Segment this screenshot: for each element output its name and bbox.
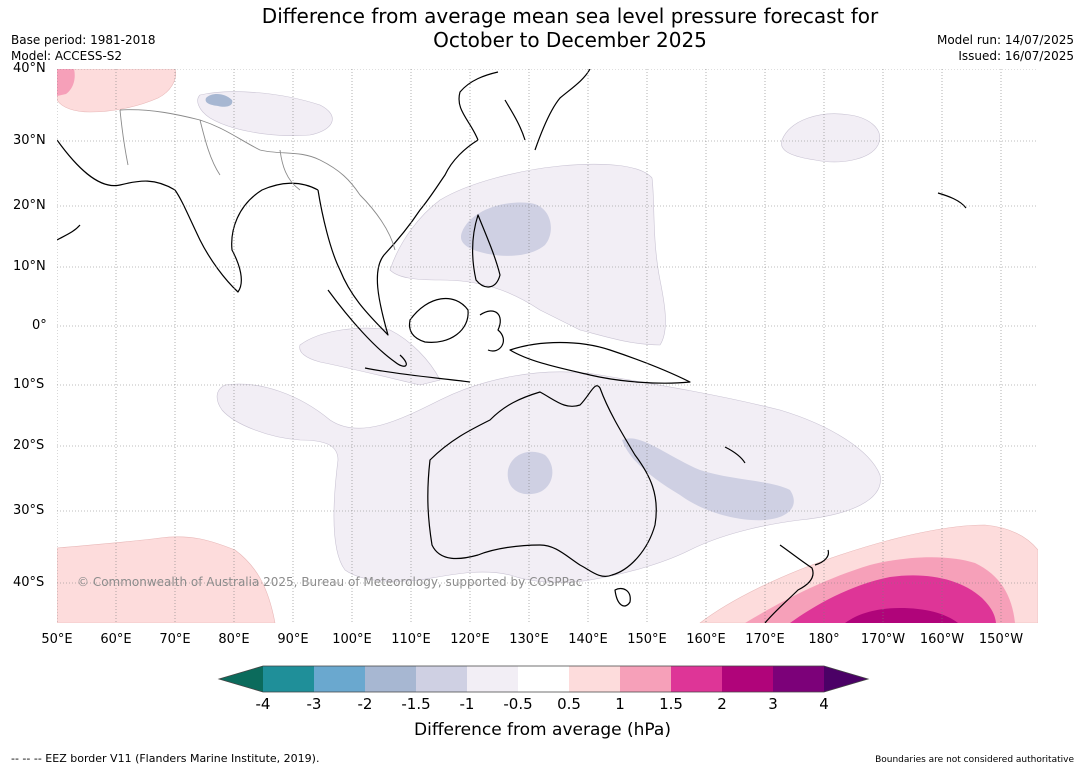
- colorbar-tick: 4: [819, 695, 829, 713]
- colorbar-segment: [773, 666, 824, 692]
- colorbar-tick: 3: [768, 695, 778, 713]
- anomaly-region-north-east-pacific: [781, 113, 880, 163]
- copyright-notice: © Commonwealth of Australia 2025, Bureau…: [77, 575, 583, 589]
- lon-label-140e: 140°E: [568, 632, 608, 647]
- colorbar-segment: [263, 666, 314, 692]
- anomaly-high-mediterranean-core: [57, 69, 75, 96]
- colorbar-tick: -3: [306, 695, 322, 713]
- coastline-africa: [57, 224, 81, 241]
- coastline-sulawesi: [479, 310, 504, 352]
- lon-label-120e: 120°E: [450, 632, 490, 647]
- coastline-new-zealand: [764, 544, 830, 623]
- map-title: Difference from average mean sea level p…: [0, 4, 1085, 52]
- lat-label-20s: 20°S: [13, 438, 45, 453]
- eez-border-note: -- -- -- EEZ border V11 (Flanders Marine…: [11, 752, 320, 765]
- lon-label-90e: 90°E: [277, 632, 309, 647]
- colorbar-label: Difference from average (hPa): [414, 720, 671, 740]
- country-borders: [119, 109, 396, 251]
- colorbar-segment: [314, 666, 365, 692]
- colorbar-segment: [569, 666, 620, 692]
- lon-label-150e: 150°E: [627, 632, 667, 647]
- lat-label-equator: 0°: [32, 318, 47, 333]
- lon-label-100e: 100°E: [332, 632, 372, 647]
- colorbar-segment: [365, 666, 416, 692]
- colorbar-tick: 1.5: [659, 695, 683, 713]
- coastline-java: [364, 367, 471, 383]
- lat-label-30s: 30°S: [13, 503, 45, 518]
- lon-label-110e: 110°E: [391, 632, 431, 647]
- border-asia: [119, 109, 396, 251]
- colorbar-tick: -0.5: [503, 695, 533, 713]
- anomaly-high-mediterranean: [57, 69, 176, 113]
- lon-label-150w: 150°W: [978, 632, 1024, 647]
- colorbar-extend-low: [219, 666, 263, 692]
- model-name: Model: ACCESS-S2: [11, 49, 123, 63]
- lon-label-160e: 160°E: [686, 632, 726, 647]
- coastline-india: [174, 182, 319, 293]
- coastline-china: [458, 71, 499, 141]
- colorbar-segment: [671, 666, 722, 692]
- lon-label-50e: 50°E: [41, 632, 73, 647]
- coastlines: [57, 69, 967, 623]
- colorbar-segment: [416, 666, 467, 692]
- anomaly-high-southwest: [57, 536, 276, 623]
- model-run: Model run: 14/07/2025: [936, 33, 1074, 47]
- lon-label-60e: 60°E: [100, 632, 132, 647]
- colorbar-tick: 0.5: [557, 695, 581, 713]
- title-line-1: Difference from average mean sea level p…: [261, 4, 879, 28]
- coastline-tasmania: [614, 587, 631, 607]
- anomaly-high-tasman-3: [845, 608, 958, 623]
- model-info: Base period: 1981-2018 Model: ACCESS-S2: [11, 32, 156, 64]
- anomaly-low-east-australia: [622, 438, 794, 521]
- colorbar-segment: [518, 666, 569, 692]
- colorbar-segment: [620, 666, 671, 692]
- lat-label-30n: 30°N: [13, 133, 46, 148]
- lat-label-40s: 40°S: [13, 575, 45, 590]
- colorbar-tick: -1.5: [401, 695, 431, 713]
- coastline-new-guinea: [509, 341, 691, 384]
- anomaly-low-philippines: [460, 202, 551, 256]
- base-period: Base period: 1981-2018: [11, 33, 156, 47]
- coastline-borneo: [408, 297, 469, 343]
- issued-date: Issued: 16/07/2025: [958, 49, 1074, 63]
- anomaly-low-central-australia: [507, 451, 553, 495]
- colorbar-extend-high: [824, 666, 868, 692]
- lat-label-10n: 10°N: [13, 259, 46, 274]
- lon-label-70e: 70°E: [159, 632, 191, 647]
- coastline-sumatra: [327, 289, 407, 367]
- coastline-pacific-islands: [724, 192, 967, 464]
- coastline-korea-japan: [504, 69, 591, 151]
- lon-label-130e: 130°E: [509, 632, 549, 647]
- colorbar-tick: 1: [615, 695, 625, 713]
- boundaries-disclaimer: Boundaries are not considered authoritat…: [875, 755, 1074, 765]
- anomaly-region-north-pacific: [389, 163, 666, 346]
- title-line-2: October to December 2025: [433, 28, 707, 52]
- anomaly-high-tasman-2: [790, 575, 996, 623]
- colorbar-segment: [722, 666, 773, 692]
- coastline-australia: [427, 385, 657, 577]
- run-info: Model run: 14/07/2025 Issued: 16/07/2025: [937, 32, 1074, 64]
- coastline-philippines: [471, 214, 501, 288]
- anomaly-low-kashmir: [205, 94, 233, 107]
- lon-label-170e: 170°E: [745, 632, 785, 647]
- coastline-southeast-asia: [317, 139, 479, 336]
- lon-label-180: 180°: [808, 632, 840, 647]
- lon-label-170w: 170°W: [860, 632, 906, 647]
- colorbar-tick: -4: [255, 695, 271, 713]
- colorbar-tick: 2: [717, 695, 727, 713]
- lat-label-40n: 40°N: [13, 61, 46, 76]
- graticule: [57, 69, 1038, 623]
- colorbar-outline: [217, 665, 870, 693]
- colorbar-tick: -1: [459, 695, 475, 713]
- lon-label-80e: 80°E: [218, 632, 250, 647]
- colorbar-tick: -2: [357, 695, 373, 713]
- map-layers: [57, 69, 1038, 623]
- lat-label-20n: 20°N: [13, 198, 46, 213]
- lat-label-10s: 10°S: [13, 377, 45, 392]
- coastline-arabia: [57, 139, 176, 191]
- colorbar-segment: [467, 666, 518, 692]
- lon-label-160w: 160°W: [919, 632, 965, 647]
